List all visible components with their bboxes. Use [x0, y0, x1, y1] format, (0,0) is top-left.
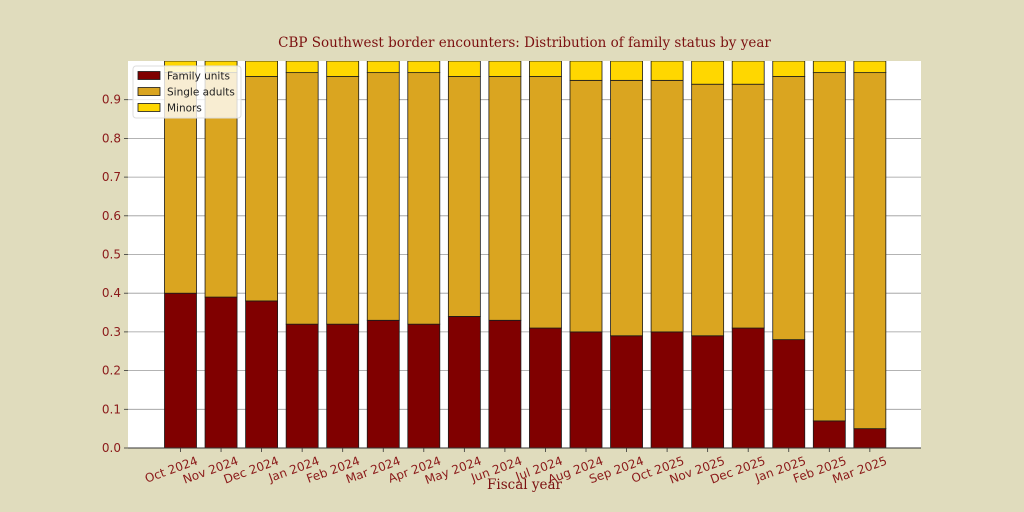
bar-family-units	[812, 420, 846, 448]
bar-family-units	[285, 323, 319, 448]
bar-family-units	[772, 339, 806, 448]
bar-family-units	[569, 331, 603, 448]
bar-family-units	[245, 300, 279, 448]
y-tick-label: 0.2	[102, 364, 121, 378]
bar-minors	[731, 61, 765, 85]
bar-minors	[812, 61, 846, 74]
y-tick-label: 0.0	[102, 441, 121, 455]
bar-family-units	[610, 335, 643, 448]
bar-minors	[407, 61, 441, 74]
bar-family-units	[650, 331, 684, 448]
bar-minors	[529, 61, 562, 77]
bar-family-units	[691, 335, 725, 448]
chart-title: CBP Southwest border encounters: Distrib…	[278, 35, 771, 51]
bar-family-units	[326, 323, 360, 448]
legend: Family units Single adults Minors	[132, 65, 242, 119]
bar-single-adults	[488, 76, 522, 321]
legend-swatch	[137, 71, 161, 80]
bar-minors	[610, 61, 643, 81]
bar-single-adults	[326, 76, 360, 325]
bar-minors	[366, 61, 400, 74]
bar-single-adults	[407, 72, 441, 325]
y-tick-label: 0.8	[102, 131, 121, 145]
bar-minors	[488, 61, 522, 77]
x-axis-label: Fiscal year	[487, 477, 562, 493]
bar-minors	[326, 61, 360, 77]
bar-family-units	[853, 428, 887, 448]
bar-family-units	[529, 327, 562, 448]
y-tick-label: 0.6	[102, 209, 121, 223]
y-tick-label: 0.5	[102, 248, 121, 262]
bar-single-adults	[691, 83, 725, 337]
bar-single-adults	[285, 72, 319, 325]
legend-label: Single adults	[167, 87, 235, 99]
bar-family-units	[731, 327, 765, 448]
bar-single-adults	[529, 76, 562, 329]
y-tick-label: 0.9	[102, 93, 121, 107]
bar-family-units	[407, 323, 441, 448]
legend-swatch	[137, 103, 161, 112]
bar-single-adults	[569, 79, 603, 333]
bar-family-units	[488, 319, 522, 448]
bar-family-units	[204, 296, 238, 448]
bar-single-adults	[245, 76, 279, 302]
bar-single-adults	[610, 79, 643, 337]
bar-minors	[245, 61, 279, 77]
bar-single-adults	[853, 72, 887, 430]
bar-family-units	[447, 316, 481, 448]
bar-minors	[650, 61, 684, 81]
bar-single-adults	[812, 72, 846, 422]
y-tick-label: 0.3	[102, 325, 121, 339]
bar-minors	[772, 61, 806, 77]
bar-single-adults	[366, 72, 400, 321]
bar-minors	[569, 61, 603, 81]
legend-label: Minors	[167, 103, 202, 115]
bar-family-units	[366, 319, 400, 448]
bar-minors	[447, 61, 481, 77]
bars	[164, 61, 887, 448]
bar-single-adults	[650, 79, 684, 333]
bar-single-adults	[772, 76, 806, 341]
legend-label: Family units	[167, 71, 230, 83]
bar-family-units	[164, 292, 197, 448]
legend-swatch	[137, 87, 161, 96]
y-tick-label: 0.4	[102, 286, 121, 300]
bar-single-adults	[447, 76, 481, 317]
y-tick-label: 0.1	[102, 402, 121, 416]
bar-minors	[853, 61, 887, 74]
y-tick-label: 0.7	[102, 170, 121, 184]
bar-single-adults	[731, 83, 765, 329]
bar-minors	[285, 61, 319, 74]
bar-minors	[691, 61, 725, 85]
